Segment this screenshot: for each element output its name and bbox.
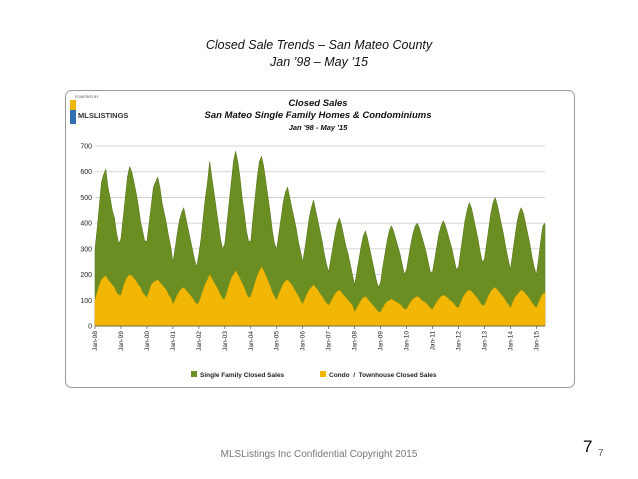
x-tick-label: Jan-09	[378, 331, 385, 351]
y-tick-label-0: 0	[88, 324, 92, 331]
y-tick-label-400: 400	[80, 221, 92, 228]
x-axis: Jan-98 Jan-99 Jan-00 Jan-01 Jan-02 Jan-03 Jan-…	[92, 325, 545, 351]
y-tick-label-700: 700	[80, 144, 92, 151]
y-axis: 0 100 200 300 400 500 600 700	[80, 144, 92, 331]
x-tick-label: Jan-14	[507, 331, 514, 351]
y-tick-label-100: 100	[80, 298, 92, 305]
x-tick-label: Jan-05	[274, 331, 281, 351]
legend-swatch-condo	[320, 371, 326, 377]
slide-title: Closed Sale Trends – San Mateo County	[205, 38, 433, 52]
logo-bar-blue	[70, 110, 76, 124]
y-tick-label-600: 600	[80, 169, 92, 176]
chart-subtitle: San Mateo Single Family Homes & Condomin…	[205, 110, 432, 121]
x-tick-label: Jan-99	[118, 331, 125, 351]
legend-label-single-family: Single Family Closed Sales	[200, 372, 285, 379]
y-tick-label-200: 200	[80, 272, 92, 279]
x-tick-label: Jan-06	[300, 331, 307, 351]
x-tick-label: Jan-12	[455, 331, 462, 351]
chart-title: Closed Sales	[288, 98, 347, 109]
x-tick-label: Jan-04	[248, 331, 255, 351]
x-tick-label: Jan-11	[430, 331, 437, 351]
closed-sales-chart: POWERED BY MLSLISTINGS Closed Sales San …	[65, 90, 575, 388]
y-tick-label-300: 300	[80, 246, 92, 253]
slide-subtitle: Jan ’98 – May ’15	[270, 55, 368, 69]
logo-small-text: POWERED BY	[75, 95, 99, 99]
x-tick-label: Jan-15	[533, 331, 540, 351]
chart-date-range: Jan '98 - May '15	[289, 123, 348, 132]
series-condo-area	[94, 266, 546, 327]
x-tick-label: Jan-08	[352, 331, 359, 351]
x-tick-label: Jan-10	[404, 331, 411, 351]
x-tick-label: Jan-98	[92, 331, 99, 351]
y-tick-label-500: 500	[80, 195, 92, 202]
x-tick-label: Jan-13	[481, 331, 488, 351]
mls-logo: POWERED BY MLSLISTINGS	[70, 95, 128, 124]
legend-label-condo: Condo / Townhouse Closed Sales	[329, 372, 437, 379]
area-series	[94, 151, 546, 327]
x-tick-label: Jan-03	[222, 331, 229, 351]
x-tick-label: Jan-01	[170, 331, 177, 351]
legend: Single Family Closed Sales Condo / Townh…	[191, 371, 437, 379]
page-number-small: 7	[598, 448, 604, 459]
footer-copyright: MLSListings Inc Confidential Copyright 2…	[220, 449, 418, 460]
logo-brand-text: MLSLISTINGS	[78, 111, 128, 120]
x-tick-label: Jan-02	[196, 331, 203, 351]
x-tick-label: Jan-07	[326, 331, 333, 351]
x-tick-label: Jan-00	[144, 331, 151, 351]
page-number-large: 7	[583, 437, 593, 456]
legend-swatch-single-family	[191, 371, 197, 377]
